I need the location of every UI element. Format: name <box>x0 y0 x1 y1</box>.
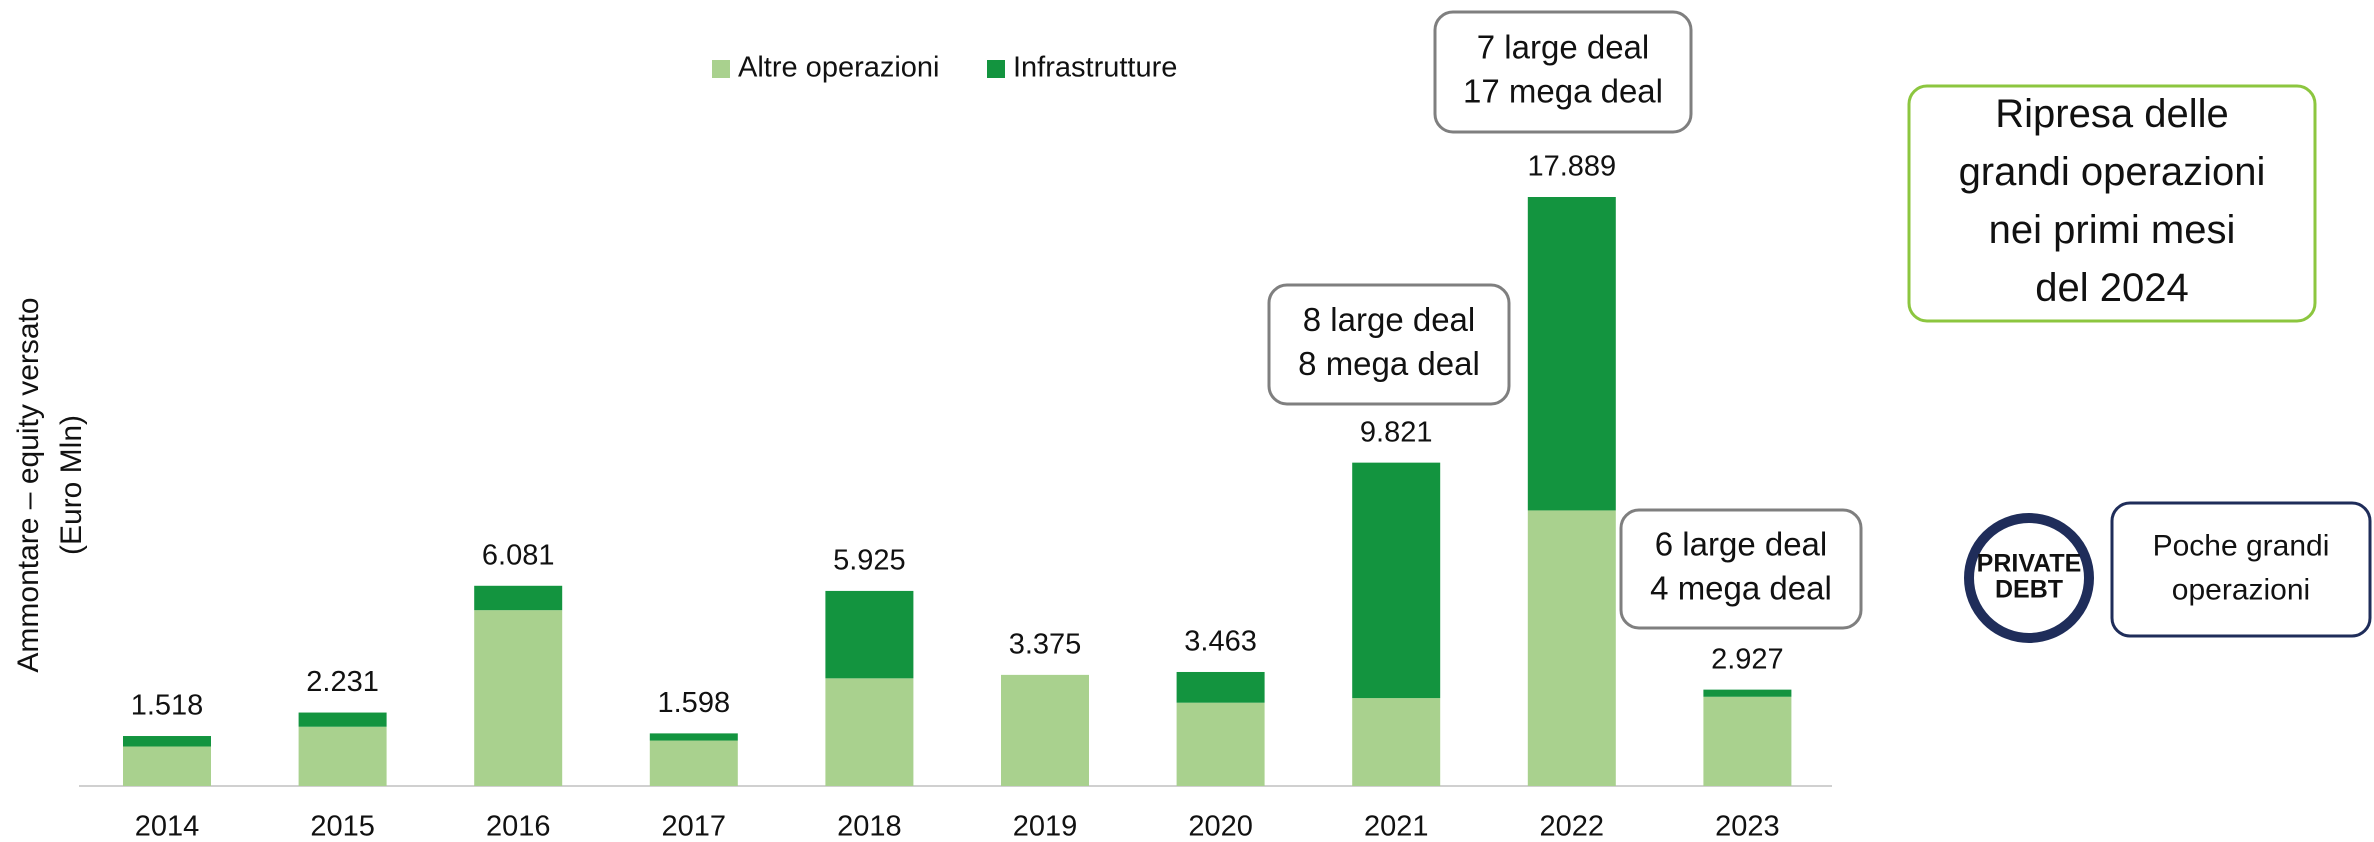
annotation-box <box>1907 84 2317 323</box>
total-label: 2.927 <box>1711 643 1784 675</box>
bar-segment <box>474 585 563 611</box>
total-label: 17.889 <box>1527 151 1616 183</box>
logo-text: PRIVATE <box>1977 550 2082 578</box>
total-label: 6.081 <box>482 539 555 571</box>
x-tick-label: 2018 <box>837 811 902 842</box>
annotation-box <box>1619 508 1863 630</box>
annotation-box <box>1433 10 1693 134</box>
legend-swatch <box>712 60 730 78</box>
bar-segment <box>1352 462 1441 699</box>
bar-segment <box>1527 510 1616 786</box>
bar-segment <box>1527 197 1616 511</box>
y-axis-label: Ammontare – equity versato <box>12 297 45 672</box>
x-tick-label: 2015 <box>310 811 375 842</box>
x-tick-label: 2021 <box>1364 811 1429 842</box>
total-label: 5.925 <box>833 545 906 577</box>
x-tick-label: 2014 <box>135 811 200 842</box>
annotation-text: 4 mega deal <box>1650 570 1832 607</box>
x-tick-label: 2023 <box>1715 811 1780 842</box>
bar-segment <box>649 733 738 741</box>
bar-segment <box>1176 702 1265 786</box>
bar-segment <box>1001 674 1089 786</box>
annotation-text: 7 large deal <box>1477 29 1649 66</box>
annotation-box <box>1267 283 1511 406</box>
annotation-text: Poche grandi <box>2153 529 2330 562</box>
bar-segment <box>825 590 914 679</box>
total-label: 1.598 <box>658 687 731 719</box>
annotation-text: grandi operazioni <box>1959 150 2266 194</box>
bar-segment <box>1703 689 1792 697</box>
annotation-text: nei primi mesi <box>1989 208 2236 252</box>
total-label: 2.231 <box>306 666 379 698</box>
bar-segment <box>298 726 387 786</box>
annotation-box <box>2110 501 2372 638</box>
annotation-text: operazioni <box>2172 573 2310 606</box>
legend-label: Infrastrutture <box>1013 52 1177 84</box>
bar-segment <box>474 610 563 786</box>
total-label: 3.375 <box>1009 629 1082 661</box>
bar-segment <box>825 678 914 786</box>
total-label: 3.463 <box>1184 626 1257 658</box>
annotation-text: 6 large deal <box>1655 526 1827 563</box>
x-tick-label: 2019 <box>1013 811 1078 842</box>
annotation-text: Ripresa delle <box>1995 92 2228 136</box>
bar-segment <box>123 746 211 786</box>
bar-segment <box>649 740 738 786</box>
x-tick-label: 2022 <box>1540 811 1605 842</box>
bar-segment <box>1176 671 1265 703</box>
x-tick-label: 2016 <box>486 811 551 842</box>
total-label: 9.821 <box>1360 416 1433 448</box>
x-tick-label: 2020 <box>1188 811 1253 842</box>
legend-label: Altre operazioni <box>738 52 940 84</box>
legend-swatch <box>987 60 1005 78</box>
bar-segment <box>298 712 387 727</box>
logo-ring <box>1964 513 2094 643</box>
logo-text: DEBT <box>1995 576 2063 604</box>
bar-segment <box>123 736 211 747</box>
annotation-text: del 2024 <box>2035 266 2188 310</box>
annotation-text: 8 mega deal <box>1298 345 1480 382</box>
annotation-text: 8 large deal <box>1303 301 1475 338</box>
total-label: 1.518 <box>131 690 204 722</box>
bar-segment <box>1703 696 1792 786</box>
bar-segment <box>1352 698 1441 786</box>
x-tick-label: 2017 <box>662 811 727 842</box>
annotation-text: 17 mega deal <box>1463 73 1663 110</box>
y-axis-label: (Euro Mln) <box>55 415 88 555</box>
